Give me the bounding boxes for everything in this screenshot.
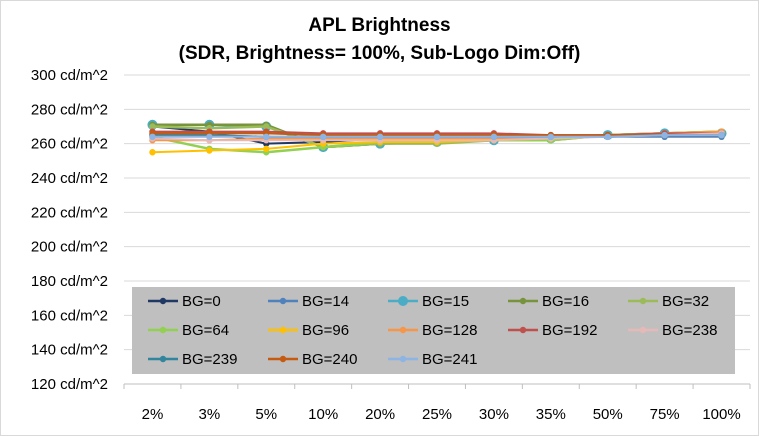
y-tick-label: 200 cd/m^2 <box>31 239 108 256</box>
legend-swatch-marker <box>279 355 287 363</box>
data-point <box>433 133 441 140</box>
y-tick-label: 220 cd/m^2 <box>31 204 108 221</box>
legend-label: BG=240 <box>302 351 357 368</box>
legend-label: BG=32 <box>662 293 709 310</box>
data-point <box>490 133 498 140</box>
data-point <box>206 147 213 154</box>
y-tick-label: 160 cd/m^2 <box>31 307 108 324</box>
legend-label: BG=128 <box>422 322 477 339</box>
legend-label: BG=64 <box>182 322 229 339</box>
data-point <box>718 131 725 139</box>
legend-swatch-marker <box>279 326 287 334</box>
series-group <box>147 119 727 156</box>
legend-swatch-marker <box>279 297 287 305</box>
y-axis-ticks: 120 cd/m^2 140 cd/m^2 160 cd/m^2 180 cd/m^2… <box>31 67 108 393</box>
legend-label: BG=16 <box>542 293 589 310</box>
legend-label: BG=15 <box>422 293 469 310</box>
y-tick-label: 120 cd/m^2 <box>31 376 108 393</box>
data-point <box>149 123 156 130</box>
legend-swatch-marker <box>639 326 647 334</box>
legend-item: BG=241 <box>388 351 477 368</box>
x-tick-label: 35% <box>536 406 566 423</box>
legend-item: BG=128 <box>388 322 477 339</box>
legend-item: BG=96 <box>268 322 349 339</box>
legend-swatch-marker <box>398 296 408 306</box>
legend-swatch-marker <box>159 326 167 334</box>
x-tick-label: 100% <box>702 406 740 423</box>
data-point <box>149 133 156 140</box>
legend-label: BG=0 <box>182 293 221 310</box>
x-tick-label: 2% <box>142 406 164 423</box>
x-tick-label: 75% <box>650 406 680 423</box>
legend-label: BG=192 <box>542 322 597 339</box>
legend-item: BG=32 <box>628 293 709 310</box>
legend-item: BG=0 <box>148 293 221 310</box>
legend-label: BG=238 <box>662 322 717 339</box>
legend-swatch-marker <box>519 297 527 305</box>
data-point <box>149 149 156 156</box>
x-tick-label: 20% <box>365 406 395 423</box>
legend-item: BG=192 <box>508 322 597 339</box>
x-tick-label: 25% <box>422 406 452 423</box>
legend-label: BG=239 <box>182 351 237 368</box>
legend: BG=0 BG=14 BG=15 BG=16 BG=32 BG=64 BG=96 BG=128… <box>132 287 735 374</box>
chart-title-block: APL Brightness (SDR, Brightness= 100%, S… <box>0 12 759 68</box>
legend-item: BG=239 <box>148 351 237 368</box>
legend-item: BG=64 <box>148 322 229 339</box>
x-tick-label: 50% <box>593 406 623 423</box>
x-tick-label: 30% <box>479 406 509 423</box>
legend-swatch-marker <box>399 355 407 363</box>
x-axis-ticks: 2% 3% 5% 10% 20% 25% 30% 35% 50% 75% 100% <box>142 406 741 423</box>
legend-label: BG=14 <box>302 293 349 310</box>
legend-item: BG=240 <box>268 351 357 368</box>
data-point <box>376 133 384 140</box>
chart-title: APL Brightness <box>308 15 451 36</box>
legend-label: BG=96 <box>302 322 349 339</box>
data-point <box>319 133 327 140</box>
data-point <box>263 145 270 153</box>
x-tick-label: 3% <box>199 406 221 423</box>
x-tick-label: 5% <box>255 406 277 423</box>
legend-item: BG=14 <box>268 293 349 310</box>
legend-item: BG=238 <box>628 322 717 339</box>
legend-label: BG=241 <box>422 351 477 368</box>
y-tick-label: 260 cd/m^2 <box>31 136 108 153</box>
y-tick-label: 140 cd/m^2 <box>31 342 108 359</box>
data-point <box>661 131 668 139</box>
y-tick-label: 300 cd/m^2 <box>31 67 108 84</box>
y-tick-label: 240 cd/m^2 <box>31 170 108 187</box>
legend-swatch-marker <box>159 355 167 363</box>
y-tick-label: 180 cd/m^2 <box>31 273 108 290</box>
x-tick-label: 10% <box>308 406 338 423</box>
chart-subtitle: (SDR, Brightness= 100%, Sub-Logo Dim:Off… <box>178 43 581 64</box>
legend-item: BG=15 <box>388 293 469 310</box>
legend-swatch-marker <box>159 297 167 305</box>
data-point <box>263 123 270 130</box>
series-bg-241 <box>149 131 725 140</box>
data-point <box>547 133 555 140</box>
data-point <box>206 133 213 140</box>
legend-swatch-marker <box>519 326 527 334</box>
legend-item: BG=16 <box>508 293 589 310</box>
legend-swatch-marker <box>399 326 407 334</box>
data-point <box>263 133 270 140</box>
data-point <box>604 133 611 140</box>
legend-swatch-marker <box>639 297 647 305</box>
y-tick-label: 280 cd/m^2 <box>31 101 108 118</box>
